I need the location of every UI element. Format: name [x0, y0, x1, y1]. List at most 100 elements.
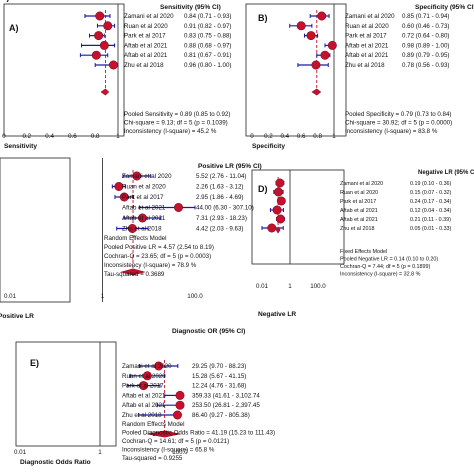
tick-label: 0.4 [45, 133, 54, 140]
study-point [154, 361, 164, 371]
study-point [175, 390, 185, 400]
study-estimate-ci: 0.19 (0.10 - 0.36) [410, 181, 452, 187]
study-point [320, 50, 330, 60]
study-estimate-ci: 2.26 (1.63 - 3.12) [196, 184, 243, 191]
study-estimate-ci: 15.28 (5.67 - 41.15) [192, 373, 246, 380]
axis-label: Sensitivity [4, 143, 37, 150]
study-estimate-ci: 0.78 (0.56 - 0.93) [402, 62, 449, 69]
study-estimate-ci: 253.50 (26.81 - 2,397.45 [192, 402, 260, 409]
study-point [132, 171, 142, 181]
panel-letter: D) [258, 184, 268, 194]
study-point [174, 203, 184, 213]
summary-line: Cochran-Q = 14.61; df = 5 (p = 0.0121) [122, 438, 229, 445]
study-point [327, 40, 337, 50]
summary-line: Inconsistency (I-square) = 45.2 % [124, 128, 217, 135]
study-point [139, 381, 149, 391]
tick-label: 0.01 [14, 449, 27, 456]
column-header: Sensitivity (95% CI) [160, 4, 221, 11]
summary-line: Pooled Positive LR = 4.57 (2.54 to 8.19) [104, 244, 214, 251]
study-name: Park et al 2017 [122, 194, 164, 201]
study-name: Aftab et al 2021 [122, 215, 166, 222]
study-estimate-ci: 29.25 (9.70 - 88.23) [192, 363, 246, 370]
pooled-diamond [100, 88, 110, 96]
study-estimate-ci: 0.72 (0.64 - 0.80) [402, 33, 449, 40]
tick-label: 0.01 [4, 293, 17, 300]
panel-letter: B) [258, 13, 268, 23]
study-estimate-ci: 0.81 (0.67 - 0.91) [184, 52, 231, 59]
study-point [114, 182, 124, 192]
study-point [267, 223, 277, 233]
study-estimate-ci: 5.52 (2.76 - 11.04) [196, 173, 246, 180]
summary-line: Chi-square = 30.92; df = 5 (p = 0.0000) [345, 120, 452, 127]
panel-a: A) Sensitivity (95% CI) Zamani et al 2020 0… [2, 3, 231, 150]
tick-label: 0.6 [297, 133, 306, 140]
study-estimate-ci: 0.12 (0.04 - 0.34) [410, 208, 452, 214]
summary-line: Pooled Negative LR = 0.14 (0.10 to 0.20) [340, 257, 438, 263]
study-estimate-ci: 0.88 (0.68 - 0.97) [184, 42, 231, 49]
study-name: Aftab et al 2021 [122, 205, 166, 212]
panel-frame [0, 157, 71, 303]
study-name: Zamani et al 2020 [340, 181, 383, 187]
study-name: Zamani et al 2020 [345, 13, 395, 20]
study-estimate-ci: 0.89 (0.79 - 0.95) [402, 52, 449, 59]
study-point [127, 224, 137, 234]
tick-label: 1 [332, 133, 336, 140]
study-estimate-ci: 12.24 (4.76 - 31.68) [192, 383, 246, 390]
panel-frame [3, 3, 125, 137]
study-point [91, 50, 101, 60]
panel-d: D) Negative LR (95% CI) Zamani et al 2020 0… [251, 169, 474, 318]
study-name: Ruan et al 2020 [122, 373, 166, 380]
study-point [137, 213, 147, 223]
study-point [296, 21, 306, 31]
summary-line: Chi-square = 9.13; df = 5 (p = 0.1039) [124, 120, 228, 127]
panel-letter: C) [0, 0, 10, 2]
summary-line: Random Effects Model [104, 235, 166, 242]
study-estimate-ci: 0.84 (0.71 - 0.93) [184, 13, 231, 20]
study-estimate-ci: 0.05 (0.01 - 0.33) [410, 226, 452, 232]
study-point [175, 400, 185, 410]
panel-e: E) Diagnostic OR (95% CI) Zamani et al 202… [14, 328, 275, 466]
tick-label: 0.2 [264, 133, 273, 140]
tick-label: 0.4 [280, 133, 289, 140]
panel-b: B) Specificity (95% CI) Zamani et al 2020 0… [245, 3, 474, 150]
summary-line: Cochran-Q = 23.65; df = 5 (p = 0.0003) [104, 253, 211, 260]
study-name: Zamani et al 2020 [122, 173, 172, 180]
study-name: Park et al 2017 [340, 199, 376, 205]
tick-label: 1 [288, 283, 292, 290]
study-estimate-ci: 0.85 (0.71 - 0.94) [402, 13, 449, 20]
pooled-diamond [120, 268, 146, 276]
study-estimate-ci: 86.40 (9.27 - 805.38) [192, 412, 250, 419]
axis-label: Negative LR [258, 311, 296, 318]
study-estimate-ci: 0.83 (0.75 - 0.88) [184, 33, 231, 40]
summary-line: Pooled Sensitivity = 0.89 (0.85 to 0.92) [124, 111, 230, 118]
study-estimate-ci: 0.60 (0.46 - 0.73) [402, 23, 449, 30]
study-name: Ruan et al 2020 [345, 23, 389, 30]
study-point [272, 205, 282, 215]
study-name: Aftab et al 2021 [122, 402, 166, 409]
tick-label: 0.6 [68, 133, 77, 140]
tick-label: 100.0 [187, 293, 203, 300]
panel-frame [251, 169, 345, 265]
tick-label: 1 [101, 293, 105, 300]
study-estimate-ci: 44.00 (6.30 - 307.10) [196, 205, 254, 212]
panel-letter: A) [9, 23, 19, 33]
summary-line: Pooled Specificity = 0.79 (0.73 to 0.84) [345, 111, 451, 118]
study-name: Aftab et al 2021 [124, 42, 168, 49]
summary-line: Random Effects Model [122, 421, 184, 428]
study-estimate-ci: 0.91 (0.82 - 0.97) [184, 23, 231, 30]
tick-label: 1 [98, 449, 102, 456]
tick-label: 0 [250, 133, 254, 140]
study-point [172, 410, 182, 420]
study-point [94, 31, 104, 41]
study-point [317, 11, 327, 21]
study-estimate-ci: 4.42 (2.03 - 9.63) [196, 226, 243, 233]
study-name: Aftab et al 2021 [340, 208, 378, 214]
tick-label: 0.8 [313, 133, 322, 140]
pooled-diamond [311, 88, 322, 96]
panel-letter: E) [30, 358, 39, 368]
study-name: Zamani et al 2020 [122, 363, 172, 370]
axis-label: Specificity [252, 143, 285, 150]
study-point [306, 31, 316, 41]
pooled-diamond [147, 430, 181, 438]
study-name: Park et al 2017 [122, 383, 164, 390]
